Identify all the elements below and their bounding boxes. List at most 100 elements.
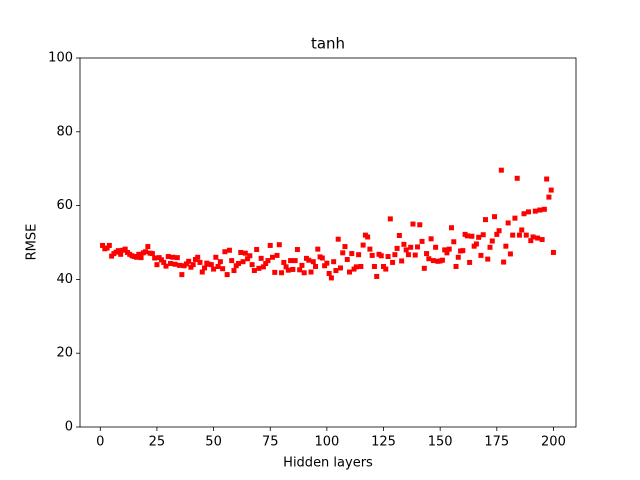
- point: [403, 247, 409, 253]
- point: [485, 256, 491, 262]
- point: [149, 251, 155, 257]
- point: [172, 261, 178, 267]
- point: [442, 247, 448, 253]
- point: [285, 267, 291, 273]
- point: [297, 267, 303, 273]
- point: [501, 259, 507, 265]
- point: [526, 209, 532, 215]
- point: [260, 264, 266, 270]
- point: [367, 246, 373, 252]
- point: [460, 248, 466, 254]
- point: [245, 256, 251, 262]
- point: [315, 246, 321, 252]
- y-tick-label: 60: [56, 198, 73, 213]
- point: [263, 261, 269, 267]
- point: [412, 252, 418, 258]
- point: [340, 250, 346, 256]
- point: [519, 227, 525, 233]
- point: [516, 232, 522, 238]
- point: [249, 262, 255, 268]
- point: [337, 265, 343, 271]
- point: [503, 243, 509, 249]
- x-tick-label: 125: [371, 435, 396, 450]
- point: [507, 251, 513, 257]
- point: [136, 251, 142, 257]
- point: [299, 262, 305, 268]
- y-tick-label: 100: [48, 51, 73, 66]
- x-tick-label: 75: [262, 435, 279, 450]
- point: [333, 268, 339, 274]
- point: [269, 254, 275, 260]
- point: [222, 249, 228, 255]
- point: [353, 264, 359, 270]
- point: [371, 263, 377, 269]
- point: [383, 266, 389, 272]
- point: [550, 249, 556, 255]
- point: [161, 259, 167, 265]
- point: [224, 272, 230, 278]
- point: [374, 273, 380, 279]
- point: [211, 266, 217, 272]
- point: [399, 258, 405, 264]
- point: [537, 207, 543, 213]
- point: [417, 222, 423, 228]
- point: [369, 252, 375, 258]
- point: [319, 255, 325, 261]
- point: [226, 247, 232, 253]
- point: [186, 258, 192, 264]
- point: [279, 270, 285, 276]
- point: [170, 254, 176, 260]
- point: [446, 246, 452, 252]
- point: [331, 259, 337, 265]
- point: [455, 254, 461, 260]
- point: [242, 250, 248, 256]
- point: [274, 252, 280, 258]
- point: [430, 258, 436, 264]
- point: [439, 257, 445, 263]
- point: [247, 253, 253, 259]
- point: [190, 262, 196, 268]
- point: [415, 244, 421, 250]
- point: [100, 242, 106, 248]
- point: [365, 234, 371, 240]
- point: [283, 264, 289, 270]
- point: [213, 254, 219, 260]
- x-tick-label: 0: [96, 435, 104, 450]
- point: [168, 261, 174, 267]
- point: [349, 251, 355, 257]
- point: [494, 231, 500, 237]
- point: [505, 220, 511, 226]
- point: [281, 259, 287, 265]
- point: [258, 255, 264, 261]
- point: [195, 254, 201, 260]
- y-tick-label: 40: [56, 272, 73, 287]
- point: [396, 232, 402, 238]
- point: [360, 242, 366, 248]
- point: [451, 239, 457, 245]
- point: [385, 254, 391, 260]
- point: [251, 268, 257, 274]
- point: [138, 255, 144, 261]
- point: [208, 262, 214, 268]
- point: [256, 265, 262, 271]
- x-tick-label: 25: [149, 435, 166, 450]
- point: [358, 263, 364, 269]
- point: [544, 176, 550, 182]
- point: [394, 245, 400, 251]
- point: [197, 259, 203, 265]
- point: [489, 238, 495, 244]
- point: [408, 244, 414, 250]
- point: [514, 175, 520, 181]
- y-axis-label: RMSE: [25, 224, 40, 261]
- y-tick-label: 80: [56, 124, 73, 139]
- point: [238, 249, 244, 255]
- point: [532, 208, 538, 214]
- point: [177, 262, 183, 268]
- point: [530, 234, 536, 240]
- point: [335, 236, 341, 242]
- point: [106, 242, 112, 248]
- point: [410, 221, 416, 227]
- point: [487, 244, 493, 250]
- point: [163, 263, 169, 269]
